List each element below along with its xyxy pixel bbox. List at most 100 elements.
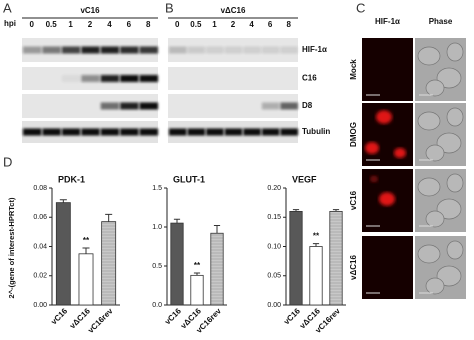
blot-row-label: Tubulin: [302, 127, 330, 136]
blot-band: [139, 46, 158, 54]
blot-band: [187, 128, 206, 136]
bar: [210, 232, 224, 306]
y-tick-label: 0.02: [33, 273, 47, 280]
blot-band: [120, 46, 139, 54]
blot-band: [261, 102, 280, 110]
y-tick-label: 0.10: [267, 243, 281, 250]
y-tick-label: 0.15: [267, 214, 281, 221]
cell-outline: [425, 79, 445, 97]
x-tick-label: vC16: [49, 306, 69, 326]
blot-band: [23, 46, 42, 54]
blot-background: [168, 67, 298, 90]
y-tick-label: 0.0: [152, 302, 162, 309]
significance: **: [83, 236, 90, 245]
blot-band: [261, 46, 280, 54]
cell-outline: [425, 210, 445, 228]
blot-band: [100, 46, 120, 54]
cell-outline: [425, 144, 445, 162]
error-bar: [82, 247, 90, 254]
error-bar: [193, 272, 201, 276]
blot-band: [42, 46, 61, 54]
cell-outline: [436, 132, 462, 154]
blot-band: [139, 75, 158, 82]
cell-outline: [417, 244, 441, 264]
timepoint-label: 2: [88, 20, 93, 29]
timepoint-label: 1: [212, 20, 217, 29]
blot-band: [100, 102, 120, 110]
panel-label: A: [3, 0, 12, 15]
blot-band: [224, 46, 243, 54]
timepoint-label: 0: [29, 20, 34, 29]
timepoint-label: 4: [107, 20, 112, 29]
blot-band: [243, 46, 261, 54]
blot-band: [169, 46, 187, 54]
blot-band: [243, 128, 261, 136]
blot-band: [100, 75, 120, 82]
blot-band: [120, 75, 139, 82]
blot-band: [100, 128, 120, 136]
cell-outline: [446, 107, 464, 127]
cell-outline: [436, 265, 462, 287]
chart-title: GLUT-1: [173, 174, 205, 184]
timepoint-label: 0: [175, 20, 180, 29]
blot-band: [280, 128, 298, 136]
nucleus: [365, 142, 379, 154]
timepoint-label: 0.5: [46, 20, 58, 29]
cell-outline: [417, 46, 441, 66]
panel-label: D: [3, 154, 12, 169]
column-label: Phase: [429, 17, 453, 26]
blot-band: [280, 102, 298, 110]
row-label: vC16: [349, 190, 358, 210]
row-label: Mock: [349, 59, 358, 80]
cell-outline: [436, 67, 462, 89]
blot-row-label: C16: [302, 74, 317, 83]
blot-band: [187, 46, 206, 54]
y-tick-label: 0.00: [267, 302, 281, 309]
y-tick-label: 0.06: [33, 214, 47, 221]
bar: [55, 202, 71, 306]
blot-band: [42, 128, 61, 136]
cell-outline: [425, 277, 445, 295]
significance: **: [194, 261, 201, 270]
y-tick-label: 0.05: [267, 273, 281, 280]
cell-outline: [417, 177, 441, 197]
timepoint-label: 0.5: [190, 20, 202, 29]
chart-title: VEGF: [292, 174, 317, 184]
timepoint-label: 8: [286, 20, 291, 29]
nucleus: [370, 175, 378, 183]
blot-band: [23, 128, 42, 136]
fluorescence-image: [362, 236, 413, 299]
blot-band: [139, 102, 158, 110]
cell-outline: [417, 111, 441, 131]
row-label: vΔC16: [349, 255, 358, 280]
strain-label: vC16: [80, 6, 100, 15]
blot-band: [61, 75, 81, 82]
bar: [190, 274, 204, 306]
nucleus: [379, 192, 395, 206]
y-tick-label: 0.20: [267, 185, 281, 192]
blot-band: [81, 75, 100, 82]
blot-band: [206, 46, 224, 54]
blot-band: [261, 128, 280, 136]
cell-outline: [446, 42, 464, 62]
bar: [329, 210, 343, 306]
y-tick-label: 0.08: [33, 185, 47, 192]
blot-band: [120, 102, 139, 110]
error-bar: [312, 243, 320, 247]
error-bar: [292, 209, 300, 212]
blot-band: [81, 46, 100, 54]
bar: [289, 210, 303, 306]
bar: [309, 246, 323, 306]
blot-band: [139, 128, 158, 136]
blot-band: [81, 128, 100, 136]
panel-label: C: [356, 0, 365, 15]
blot-band: [120, 128, 139, 136]
timepoint-label: 6: [127, 20, 132, 29]
error-bar: [332, 209, 340, 212]
blot-band: [169, 128, 187, 136]
bar: [170, 222, 184, 306]
timepoint-label: 1: [68, 20, 73, 29]
column-label: HIF-1α: [375, 17, 400, 26]
y-axis-label: 2^-(gene of interest-HPRTct): [7, 197, 16, 298]
